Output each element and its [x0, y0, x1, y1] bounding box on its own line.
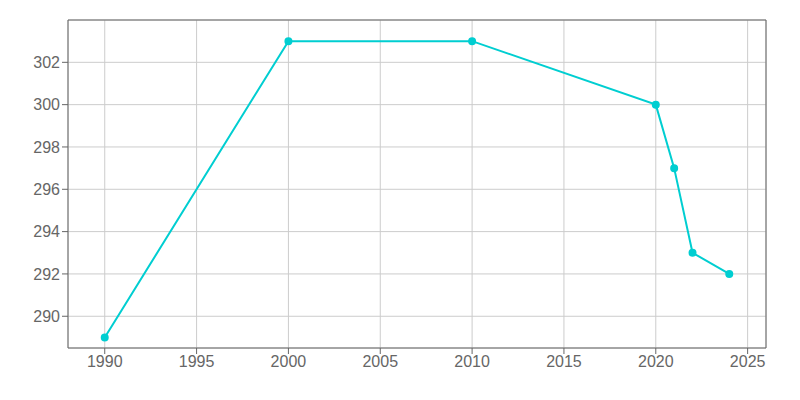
svg-text:302: 302: [33, 54, 60, 71]
svg-text:1995: 1995: [179, 353, 215, 370]
svg-text:1990: 1990: [87, 353, 123, 370]
svg-text:290: 290: [33, 308, 60, 325]
svg-text:298: 298: [33, 139, 60, 156]
svg-text:300: 300: [33, 96, 60, 113]
svg-text:2000: 2000: [271, 353, 307, 370]
svg-text:292: 292: [33, 266, 60, 283]
svg-text:2020: 2020: [638, 353, 674, 370]
svg-text:2005: 2005: [362, 353, 398, 370]
svg-text:2025: 2025: [730, 353, 766, 370]
svg-text:2015: 2015: [546, 353, 582, 370]
svg-text:296: 296: [33, 181, 60, 198]
svg-text:2010: 2010: [454, 353, 490, 370]
svg-text:294: 294: [33, 223, 60, 240]
